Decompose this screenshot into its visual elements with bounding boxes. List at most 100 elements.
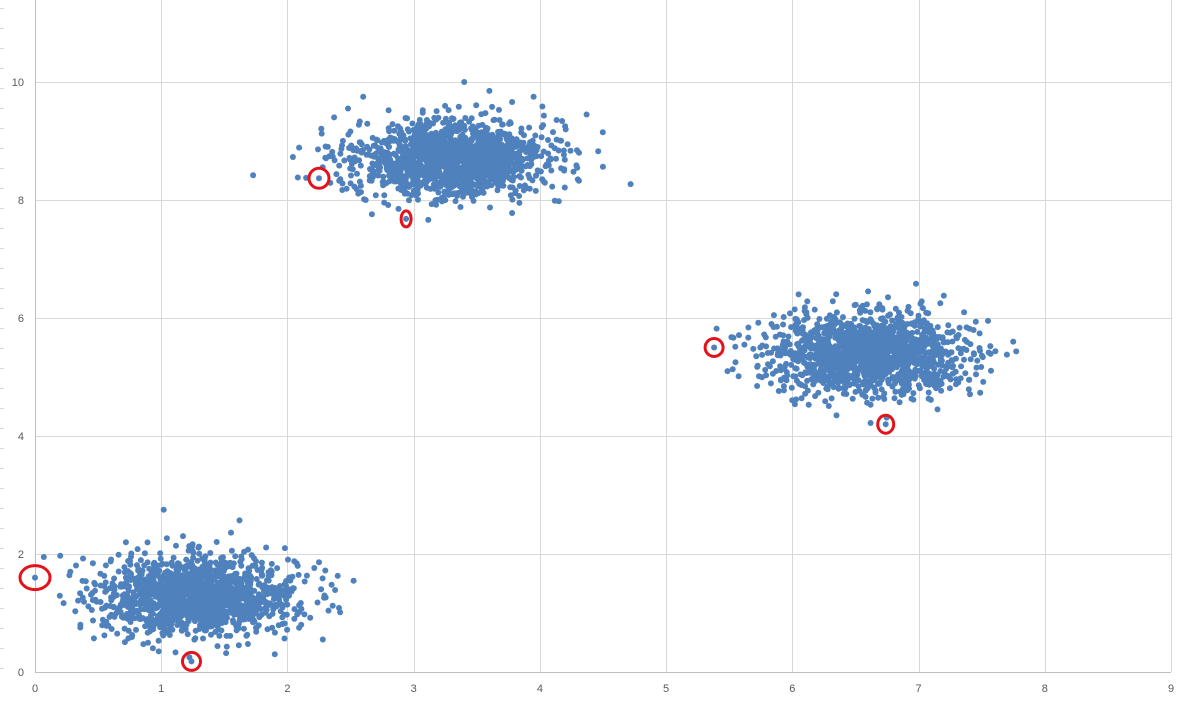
- data-point: [291, 606, 298, 613]
- data-point: [468, 137, 475, 144]
- data-point: [242, 616, 249, 623]
- data-point: [72, 608, 79, 615]
- data-point: [538, 134, 545, 141]
- data-point: [550, 129, 556, 136]
- data-point: [191, 610, 198, 617]
- data-point: [761, 331, 768, 338]
- data-point: [857, 309, 864, 316]
- data-point: [380, 158, 387, 165]
- data-point: [810, 373, 817, 380]
- data-point: [489, 137, 496, 144]
- data-point: [452, 198, 459, 205]
- data-point: [245, 546, 251, 553]
- data-point: [369, 160, 376, 167]
- data-point: [235, 642, 242, 649]
- data-point: [844, 359, 851, 366]
- data-point: [262, 590, 269, 597]
- data-point: [900, 391, 907, 398]
- data-point: [402, 146, 409, 153]
- data-point: [433, 179, 440, 186]
- data-point: [416, 116, 423, 123]
- data-point: [466, 158, 473, 165]
- data-point: [466, 118, 473, 125]
- data-point: [357, 139, 364, 146]
- data-point: [428, 201, 435, 208]
- data-point: [404, 115, 411, 122]
- data-point: [849, 395, 856, 402]
- data-point: [741, 341, 748, 348]
- data-point: [265, 573, 272, 580]
- data-point: [923, 381, 930, 388]
- data-point: [903, 329, 910, 336]
- data-point: [881, 339, 888, 346]
- data-point: [915, 318, 922, 325]
- data-point: [445, 145, 452, 152]
- data-point: [281, 581, 288, 588]
- data-point: [148, 615, 155, 622]
- data-point: [376, 148, 383, 155]
- data-point: [509, 210, 516, 216]
- data-point: [558, 165, 565, 172]
- data-point: [852, 335, 859, 342]
- highlighted-data-point: [882, 421, 889, 428]
- data-point: [319, 575, 326, 582]
- data-point: [215, 568, 222, 575]
- data-point: [265, 577, 272, 584]
- data-point: [833, 309, 840, 316]
- data-point: [328, 581, 335, 588]
- data-point: [963, 347, 970, 353]
- data-point: [595, 148, 602, 155]
- data-point: [285, 556, 291, 563]
- data-point: [121, 639, 128, 646]
- data-point: [60, 600, 67, 607]
- data-point: [830, 351, 837, 358]
- data-point: [921, 362, 928, 369]
- data-point: [793, 396, 800, 403]
- outlier-highlight-ring: [18, 564, 52, 592]
- data-point: [835, 327, 842, 334]
- data-point: [762, 366, 769, 373]
- data-point: [874, 346, 881, 353]
- data-point: [155, 648, 162, 655]
- data-point: [904, 307, 911, 314]
- data-point: [434, 196, 441, 203]
- data-point: [464, 185, 471, 192]
- data-point: [524, 155, 531, 162]
- data-point: [269, 610, 276, 617]
- data-point: [775, 388, 782, 394]
- x-tick-label: 5: [663, 683, 669, 695]
- data-point: [145, 607, 152, 614]
- data-point: [490, 149, 497, 156]
- x-tick-label: 8: [1042, 683, 1048, 695]
- data-point: [779, 341, 786, 348]
- data-point: [253, 624, 259, 631]
- data-point: [158, 611, 165, 617]
- data-point: [759, 342, 766, 349]
- data-point: [713, 325, 720, 332]
- data-point: [553, 117, 560, 123]
- data-point: [386, 128, 393, 135]
- data-point: [238, 553, 245, 560]
- data-point: [927, 322, 934, 329]
- data-point: [198, 569, 204, 576]
- data-point: [401, 136, 408, 143]
- data-point: [926, 370, 933, 377]
- data-point: [532, 172, 539, 179]
- data-point: [198, 577, 205, 583]
- data-point: [348, 172, 354, 179]
- data-point: [915, 312, 922, 319]
- data-point: [493, 174, 500, 181]
- data-point: [814, 330, 820, 337]
- data-point: [251, 598, 258, 605]
- data-point: [115, 568, 122, 575]
- data-point: [872, 387, 879, 394]
- data-point: [530, 93, 537, 100]
- data-point: [97, 599, 104, 605]
- data-point: [162, 605, 169, 612]
- data-point: [500, 147, 507, 154]
- data-point: [136, 612, 142, 618]
- data-point: [92, 596, 99, 603]
- data-point: [822, 373, 829, 380]
- data-point: [461, 122, 468, 129]
